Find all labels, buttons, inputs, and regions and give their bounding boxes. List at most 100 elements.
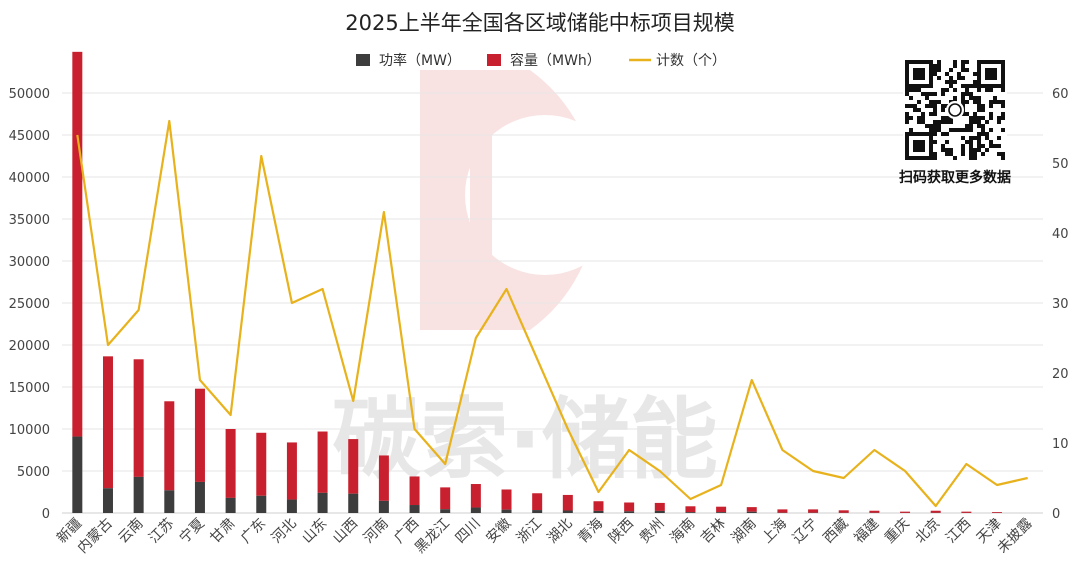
qr-module bbox=[965, 84, 969, 88]
qr-module bbox=[977, 120, 981, 124]
qr-module bbox=[941, 92, 945, 96]
qr-module bbox=[933, 108, 937, 112]
qr-module bbox=[997, 144, 1001, 148]
x-tick-label: 江苏 bbox=[146, 516, 177, 547]
qr-module bbox=[965, 140, 969, 144]
qr-module bbox=[961, 64, 965, 68]
qr-module bbox=[937, 128, 941, 132]
qr-module bbox=[933, 128, 937, 132]
x-tick-label: 江西 bbox=[943, 516, 974, 547]
bar-power bbox=[562, 510, 573, 513]
qr-module bbox=[905, 88, 909, 92]
qr-module bbox=[1001, 152, 1005, 156]
x-tick-label: 甘肃 bbox=[207, 516, 238, 547]
qr-module bbox=[989, 140, 993, 144]
qr-module bbox=[949, 68, 953, 72]
qr-module bbox=[969, 128, 973, 132]
x-tick-label: 宁夏 bbox=[176, 515, 208, 547]
bar-capacity bbox=[378, 455, 389, 501]
bar-capacity bbox=[133, 359, 144, 477]
qr-module bbox=[965, 112, 969, 116]
qr-module bbox=[905, 112, 909, 116]
bar-capacity bbox=[961, 511, 972, 513]
qr-module bbox=[961, 144, 965, 148]
y-axis-left: 0 5000 10000 15000 20000 25000 30000 35000 40000… bbox=[9, 87, 50, 522]
qr-module bbox=[953, 96, 957, 100]
bar-power bbox=[102, 488, 113, 513]
qr-module bbox=[969, 156, 973, 160]
bar-capacity bbox=[501, 489, 512, 510]
x-tick-label: 广东 bbox=[238, 516, 269, 547]
x-tick-label: 黑龙江 bbox=[412, 516, 453, 557]
bar-capacity bbox=[317, 431, 328, 493]
bar-capacity bbox=[532, 493, 543, 511]
qr-module bbox=[945, 120, 949, 124]
qr-module bbox=[929, 112, 933, 116]
qr-module bbox=[937, 124, 941, 128]
qr-module bbox=[933, 152, 937, 156]
bar-capacity bbox=[470, 484, 481, 508]
qr-module bbox=[917, 108, 921, 112]
qr-module bbox=[981, 108, 985, 112]
qr-module bbox=[965, 60, 969, 64]
qr-module bbox=[937, 120, 941, 124]
qr-module bbox=[965, 100, 969, 104]
qr-module bbox=[909, 104, 913, 108]
qr-module bbox=[961, 76, 965, 80]
qr-module bbox=[981, 152, 985, 156]
legend-label: 计数（个） bbox=[656, 53, 726, 69]
qr-module bbox=[961, 60, 965, 64]
qr-caption: 扫码获取更多数据 bbox=[899, 169, 1011, 186]
qr-module bbox=[933, 104, 937, 108]
qr-module bbox=[961, 68, 965, 72]
qr-module bbox=[1001, 112, 1005, 116]
qr-module bbox=[1001, 88, 1005, 92]
qr-module bbox=[917, 120, 921, 124]
qr-module bbox=[949, 120, 953, 124]
bar-power bbox=[501, 509, 512, 513]
qr-module bbox=[973, 84, 977, 88]
qr-module bbox=[961, 92, 965, 96]
qr-module bbox=[921, 120, 925, 124]
qr-module bbox=[973, 120, 977, 124]
qr-module bbox=[973, 100, 977, 104]
y-right-tick-label: 40 bbox=[1052, 227, 1069, 242]
qr-module bbox=[977, 148, 981, 152]
y-left-tick-label: 25000 bbox=[9, 297, 50, 312]
qr-module bbox=[985, 132, 989, 136]
qr-module bbox=[941, 108, 945, 112]
legend-swatch bbox=[356, 54, 370, 66]
qr-module bbox=[961, 96, 965, 100]
qr-module bbox=[961, 148, 965, 152]
grid-lines bbox=[62, 92, 1043, 514]
qr-finder bbox=[913, 68, 925, 80]
watermark-text: 碳索·储能 bbox=[332, 388, 717, 491]
y-right-tick-label: 20 bbox=[1052, 367, 1069, 382]
qr-module bbox=[989, 112, 993, 116]
qr-finder bbox=[985, 68, 997, 80]
qr-module bbox=[969, 140, 973, 144]
qr-module bbox=[945, 152, 949, 156]
qr-module bbox=[941, 132, 945, 136]
qr-module bbox=[973, 80, 977, 84]
qr-module bbox=[997, 136, 1001, 140]
y-right-tick-label: 60 bbox=[1052, 87, 1069, 102]
qr-module bbox=[941, 144, 945, 148]
bar-power bbox=[256, 495, 267, 513]
qr-module bbox=[1001, 128, 1005, 132]
x-tick-label: 安徽 bbox=[483, 516, 514, 547]
qr-module bbox=[945, 80, 949, 84]
bar-capacity bbox=[286, 442, 297, 500]
y-left-tick-label: 30000 bbox=[9, 255, 50, 270]
qr-module bbox=[989, 144, 993, 148]
qr-module bbox=[993, 144, 997, 148]
qr-module bbox=[913, 104, 917, 108]
qr-module bbox=[933, 112, 937, 116]
qr-module bbox=[973, 156, 977, 160]
qr-module bbox=[913, 108, 917, 112]
bar-capacity bbox=[102, 356, 113, 489]
qr-module bbox=[913, 88, 917, 92]
bar-power bbox=[685, 512, 696, 513]
x-tick-label: 四川 bbox=[453, 516, 484, 547]
bar-capacity bbox=[685, 506, 696, 513]
